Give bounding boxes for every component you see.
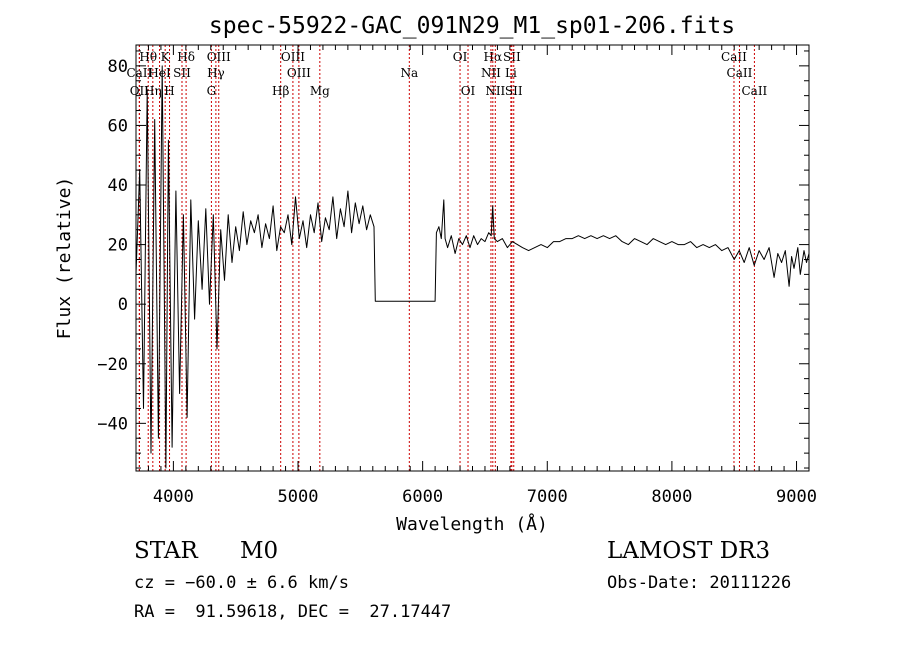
line-marker-label: CaII bbox=[721, 50, 747, 64]
y-tick-label: 0 bbox=[118, 295, 128, 315]
line-marker-label: OIII bbox=[287, 66, 311, 80]
line-marker-label: OI bbox=[453, 50, 468, 64]
line-marker-label: CaII bbox=[741, 84, 767, 98]
y-tick-label: 60 bbox=[108, 116, 128, 136]
spectrum-series bbox=[135, 65, 810, 469]
y-axis-label: Flux (relative) bbox=[54, 177, 75, 340]
obs-date: Obs-Date: 20111226 bbox=[607, 573, 792, 593]
line-marker-label: OI bbox=[461, 84, 476, 98]
line-marker-label: Mg bbox=[310, 84, 330, 98]
plot-frame bbox=[135, 44, 810, 472]
line-marker-label: HeI bbox=[148, 66, 171, 80]
line-marker-label: SII bbox=[173, 66, 191, 80]
line-marker-label: G bbox=[207, 84, 217, 98]
object-subclass: M0 bbox=[240, 538, 279, 564]
x-axis-label: Wavelength (Å) bbox=[396, 513, 548, 535]
y-axis: −40 −20 0 20 40 60 80 bbox=[97, 50, 809, 469]
line-marker-label: Li bbox=[505, 66, 517, 80]
line-marker-label: Hα bbox=[484, 50, 503, 64]
survey-name: LAMOST DR3 bbox=[607, 538, 771, 564]
line-marker-label: Na bbox=[400, 66, 418, 80]
x-tick-label: 7000 bbox=[527, 487, 568, 507]
line-marker-label: H bbox=[164, 84, 174, 98]
line-marker-label: Hη bbox=[144, 84, 162, 98]
y-tick-label: 80 bbox=[108, 57, 128, 77]
velocity-readout: cz = −60.0 ± 6.6 km/s bbox=[134, 573, 349, 593]
y-tick-label: −40 bbox=[97, 414, 128, 434]
x-tick-label: 4000 bbox=[153, 487, 194, 507]
coordinates: RA = 91.59618, DEC = 27.17447 bbox=[134, 602, 452, 622]
chart-title: spec-55922-GAC_091N29_M1_sp01-206.fits bbox=[209, 13, 735, 39]
line-marker-label: SII bbox=[503, 50, 521, 64]
x-axis: 4000 5000 6000 7000 8000 9000 bbox=[147, 45, 817, 507]
series-line-flux bbox=[135, 65, 810, 469]
y-tick-label: −20 bbox=[97, 355, 128, 375]
line-marker-label: K bbox=[161, 50, 171, 64]
object-class: STAR bbox=[134, 538, 198, 564]
line-marker-label: SII bbox=[505, 84, 523, 98]
line-marker-label: Hδ bbox=[177, 50, 195, 64]
line-marker-label: NII bbox=[481, 66, 501, 80]
line-marker-label: OIII bbox=[207, 50, 231, 64]
x-tick-label: 8000 bbox=[651, 487, 692, 507]
y-tick-label: 40 bbox=[108, 176, 128, 196]
x-tick-label: 5000 bbox=[278, 487, 319, 507]
line-marker-label: OIII bbox=[281, 50, 305, 64]
line-marker-label: CaII bbox=[126, 66, 152, 80]
line-marker-label: Hβ bbox=[272, 84, 289, 98]
line-marker-label: NII bbox=[485, 84, 505, 98]
line-marker-label: CaII bbox=[727, 66, 753, 80]
line-marker-label: Hθ bbox=[139, 50, 157, 64]
x-tick-label: 9000 bbox=[776, 487, 817, 507]
y-tick-label: 20 bbox=[108, 236, 128, 256]
line-marker-label: Hγ bbox=[207, 66, 225, 80]
x-tick-label: 6000 bbox=[402, 487, 443, 507]
